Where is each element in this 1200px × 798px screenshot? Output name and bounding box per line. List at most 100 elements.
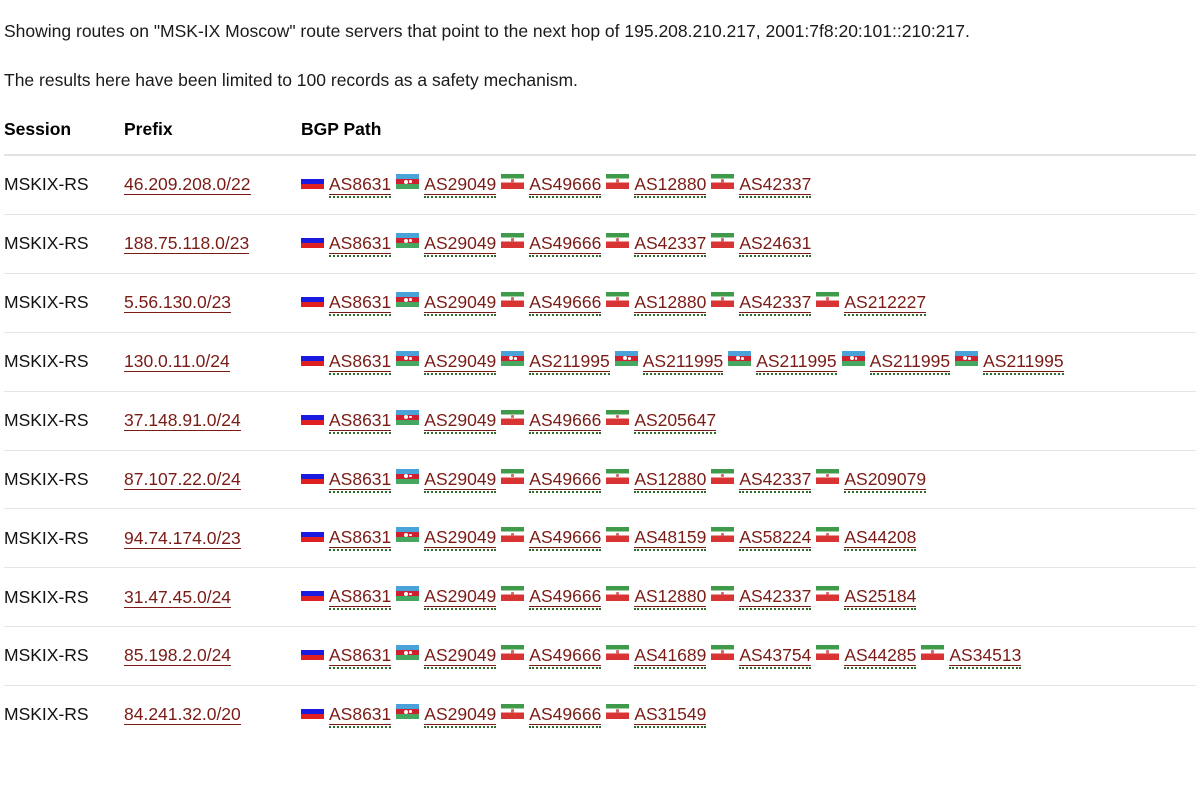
asn-link[interactable]: AS49666 xyxy=(529,527,602,549)
prefix-link[interactable]: 84.241.32.0/20 xyxy=(124,704,241,726)
table-row: MSKIX-RS 5.56.130.0/23 AS8631 AS29049 AS4966… xyxy=(4,273,1196,333)
asn-link[interactable]: AS29049 xyxy=(424,233,497,255)
ru-flag-icon xyxy=(301,468,324,484)
asn-link[interactable]: AS29049 xyxy=(424,409,497,431)
asn-link[interactable]: AS205647 xyxy=(634,409,717,431)
ru-flag-icon xyxy=(301,704,324,720)
asn-link[interactable]: AS42337 xyxy=(739,174,812,196)
asn-link[interactable]: AS29049 xyxy=(424,468,497,490)
prefix-link[interactable]: 87.107.22.0/24 xyxy=(124,468,241,490)
az-flag-icon xyxy=(396,233,420,249)
bgp-hop: AS8631 xyxy=(301,586,392,608)
asn-link[interactable]: AS211995 xyxy=(756,350,837,372)
bgp-hop: AS8631 xyxy=(301,174,392,196)
asn-link[interactable]: AS8631 xyxy=(329,350,392,372)
ir-flag-icon xyxy=(816,468,840,484)
asn-link[interactable]: AS44208 xyxy=(844,527,917,549)
prefix-link[interactable]: 46.209.208.0/22 xyxy=(124,174,251,196)
asn-link[interactable]: AS29049 xyxy=(424,527,497,549)
prefix-link[interactable]: 130.0.11.0/24 xyxy=(124,351,230,373)
asn-link[interactable]: AS42337 xyxy=(739,291,812,313)
bgp-hop: AS211995 xyxy=(501,350,610,372)
session-cell: MSKIX-RS xyxy=(4,450,124,510)
bgp-hop: AS49666 xyxy=(501,409,602,431)
asn-link[interactable]: AS58224 xyxy=(739,527,812,549)
asn-link[interactable]: AS42337 xyxy=(739,586,812,608)
asn-link[interactable]: AS29049 xyxy=(424,291,497,313)
ir-flag-icon xyxy=(501,527,525,543)
session-cell: MSKIX-RS xyxy=(4,273,124,333)
ru-flag-icon xyxy=(301,409,324,425)
prefix-link[interactable]: 31.47.45.0/24 xyxy=(124,586,232,608)
asn-link[interactable]: AS29049 xyxy=(424,174,497,196)
asn-link[interactable]: AS43754 xyxy=(739,645,812,667)
asn-link[interactable]: AS44285 xyxy=(844,645,917,667)
prefix-link[interactable]: 188.75.118.0/23 xyxy=(124,233,250,255)
asn-link[interactable]: AS24631 xyxy=(739,233,812,255)
bgp-hop: AS8631 xyxy=(301,645,392,667)
table-row: MSKIX-RS 46.209.208.0/22 AS8631 AS29049 AS49… xyxy=(4,155,1196,216)
asn-link[interactable]: AS29049 xyxy=(424,645,497,667)
asn-link[interactable]: AS49666 xyxy=(529,233,602,255)
bgp-hop: AS12880 xyxy=(606,586,707,608)
asn-link[interactable]: AS29049 xyxy=(424,586,497,608)
asn-link[interactable]: AS49666 xyxy=(529,586,602,608)
asn-link[interactable]: AS8631 xyxy=(329,291,392,313)
asn-link[interactable]: AS42337 xyxy=(634,233,707,255)
asn-link[interactable]: AS211995 xyxy=(642,350,724,372)
asn-link[interactable]: AS211995 xyxy=(529,350,610,372)
asn-link[interactable]: AS42337 xyxy=(739,468,812,490)
asn-link[interactable]: AS34513 xyxy=(949,645,1022,667)
asn-link[interactable]: AS41689 xyxy=(634,645,707,667)
bgp-path-cell: AS8631 AS29049 AS49666 AS205647 xyxy=(301,391,1196,451)
asn-link[interactable]: AS49666 xyxy=(529,409,602,431)
ir-flag-icon xyxy=(921,645,945,661)
ir-flag-icon xyxy=(606,174,630,190)
prefix-link[interactable]: 37.148.91.0/24 xyxy=(124,409,241,431)
asn-link[interactable]: AS8631 xyxy=(329,233,392,255)
asn-link[interactable]: AS8631 xyxy=(329,174,392,196)
asn-link[interactable]: AS49666 xyxy=(529,468,602,490)
bgp-hop: AS31549 xyxy=(606,704,707,726)
asn-link[interactable]: AS12880 xyxy=(634,291,707,313)
prefix-link[interactable]: 5.56.130.0/23 xyxy=(124,292,232,314)
asn-link[interactable]: AS12880 xyxy=(634,174,707,196)
ir-flag-icon xyxy=(711,174,735,190)
asn-link[interactable]: AS49666 xyxy=(529,291,602,313)
asn-link[interactable]: AS8631 xyxy=(329,527,392,549)
bgp-hop: AS12880 xyxy=(606,174,707,196)
bgp-hop: AS44208 xyxy=(816,527,917,549)
asn-link[interactable]: AS8631 xyxy=(329,409,392,431)
asn-link[interactable]: AS8631 xyxy=(329,704,392,726)
az-flag-icon xyxy=(396,409,420,425)
asn-link[interactable]: AS29049 xyxy=(424,704,497,726)
ir-flag-icon xyxy=(606,233,630,249)
asn-link[interactable]: AS8631 xyxy=(329,468,392,490)
asn-link[interactable]: AS209079 xyxy=(844,468,927,490)
asn-link[interactable]: AS8631 xyxy=(329,586,392,608)
asn-link[interactable]: AS211995 xyxy=(983,350,1064,372)
bgp-hop: AS43754 xyxy=(711,645,812,667)
asn-link[interactable]: AS49666 xyxy=(529,645,602,667)
asn-link[interactable]: AS8631 xyxy=(329,645,392,667)
asn-link[interactable]: AS211995 xyxy=(869,350,951,372)
bgp-hop: AS211995 xyxy=(841,350,951,372)
asn-link[interactable]: AS48159 xyxy=(634,527,707,549)
prefix-link[interactable]: 94.74.174.0/23 xyxy=(124,527,241,549)
asn-link[interactable]: AS31549 xyxy=(634,704,707,726)
ir-flag-icon xyxy=(711,468,735,484)
asn-link[interactable]: AS29049 xyxy=(424,350,497,372)
asn-link[interactable]: AS12880 xyxy=(634,586,707,608)
session-cell: MSKIX-RS xyxy=(4,508,124,569)
session-cell: MSKIX-RS xyxy=(4,332,124,392)
asn-link[interactable]: AS49666 xyxy=(529,704,602,726)
bgp-hop: AS8631 xyxy=(301,233,392,255)
bgp-hop: AS212227 xyxy=(816,291,927,313)
prefix-link[interactable]: 85.198.2.0/24 xyxy=(124,645,232,667)
asn-link[interactable]: AS49666 xyxy=(529,174,602,196)
asn-link[interactable]: AS25184 xyxy=(844,586,917,608)
bgp-hop: AS42337 xyxy=(711,468,812,490)
asn-link[interactable]: AS212227 xyxy=(844,291,927,313)
ir-flag-icon xyxy=(606,291,630,307)
asn-link[interactable]: AS12880 xyxy=(634,468,707,490)
